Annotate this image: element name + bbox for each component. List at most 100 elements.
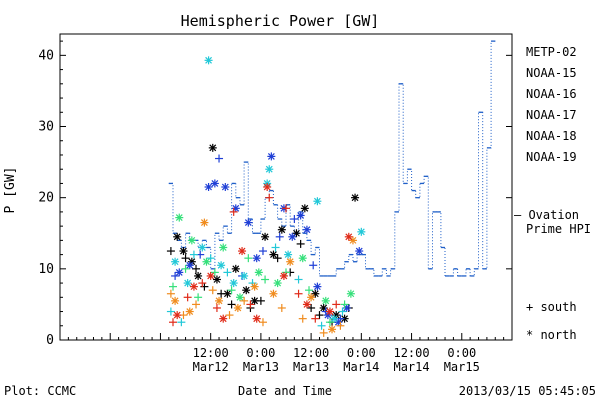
north-point-marker (229, 279, 238, 288)
south-point-marker (210, 268, 219, 277)
north-point-marker (235, 293, 244, 302)
north-point-marker (215, 296, 224, 305)
south-point-marker (166, 307, 175, 316)
x-tick-label-date: Mar15 (444, 360, 480, 374)
marker-stroke (175, 214, 183, 222)
south-point-marker (298, 314, 307, 323)
north-point-marker (212, 275, 221, 284)
south-point-marker (206, 254, 215, 263)
north-point-marker (242, 286, 251, 295)
chart-title: Hemispheric Power [GW] (181, 12, 380, 30)
north-point-marker (261, 232, 270, 241)
north-point-marker (269, 289, 278, 298)
north-point-marker (252, 254, 261, 263)
marker-stroke (205, 56, 212, 64)
north-point-marker (296, 211, 305, 220)
north-point-marker (344, 232, 353, 241)
x-tick-label-date: Mar14 (393, 360, 429, 374)
south-point-marker (169, 318, 177, 327)
marker-stroke (326, 308, 334, 315)
north-point-marker (254, 268, 263, 277)
marker-stroke (251, 283, 259, 291)
north-point-marker (173, 311, 182, 320)
north-point-marker (219, 314, 228, 323)
south-point-marker (200, 282, 209, 291)
marker-legend-north: * north (526, 328, 577, 342)
marker-stroke (261, 233, 269, 241)
south-point-marker (332, 300, 341, 309)
marker-stroke (240, 272, 248, 280)
marker-stroke (351, 194, 359, 202)
marker-stroke (188, 236, 196, 244)
north-point-marker (267, 152, 276, 161)
x-tick-label-time: 12:00 (193, 346, 229, 360)
north-point-marker (298, 254, 307, 263)
north-point-marker (185, 307, 194, 316)
south-point-marker (256, 296, 265, 305)
north-point-marker (200, 218, 209, 227)
x-axis-label: Date and Time (238, 384, 332, 398)
marker-stroke (238, 247, 246, 255)
north-point-marker (233, 303, 242, 312)
north-point-marker (357, 227, 366, 236)
marker-stroke (286, 258, 294, 266)
north-point-marker (300, 204, 309, 213)
south-point-marker (294, 289, 303, 298)
scatter-points (166, 56, 366, 337)
south-point-marker (282, 204, 290, 213)
north-point-marker (321, 296, 330, 305)
north-point-marker (238, 247, 247, 256)
marker-stroke (200, 219, 208, 227)
marker-stroke (171, 297, 179, 305)
south-point-marker (277, 303, 286, 312)
north-point-marker (302, 225, 311, 234)
north-point-marker (210, 179, 219, 188)
north-point-marker (185, 261, 194, 270)
marker-stroke (190, 283, 198, 291)
north-point-marker (175, 213, 184, 222)
north-point-marker (250, 282, 259, 291)
marker-stroke (184, 279, 192, 287)
marker-stroke (236, 293, 244, 301)
x-tick-label-date: Mar12 (193, 360, 229, 374)
marker-stroke (303, 226, 311, 234)
north-point-marker (328, 325, 337, 334)
north-point-marker (325, 307, 334, 316)
marker-stroke (221, 183, 229, 191)
marker-stroke (251, 297, 259, 305)
marker-stroke (288, 233, 296, 241)
marker-stroke (173, 233, 181, 241)
north-point-marker (217, 261, 226, 270)
north-point-marker (284, 250, 293, 259)
y-tick-label: 20 (38, 191, 54, 206)
south-point-marker (181, 264, 190, 273)
north-point-marker (189, 282, 198, 291)
marker-stroke (320, 304, 328, 312)
marker-stroke (357, 228, 365, 236)
marker-stroke (341, 315, 349, 323)
north-point-marker (175, 268, 184, 277)
marker-stroke (301, 204, 309, 212)
north-point-marker (171, 296, 180, 305)
north-point-marker (202, 257, 211, 266)
south-point-marker (294, 275, 303, 284)
marker-stroke (242, 286, 250, 294)
marker-stroke (313, 283, 321, 291)
north-point-marker (208, 143, 217, 152)
north-point-marker (265, 165, 274, 174)
footer-timestamp: 2013/03/15 05:45:05 (459, 384, 596, 398)
marker-stroke (180, 247, 187, 255)
marker-stroke (307, 293, 315, 301)
ovation-legend-label: Prime HPI (526, 222, 591, 236)
marker-stroke (267, 152, 275, 160)
marker-stroke (186, 308, 194, 315)
marker-stroke (343, 304, 351, 312)
marker-stroke (175, 268, 183, 276)
legend-entry: NOAA-19 (526, 150, 577, 164)
south-point-marker (307, 303, 316, 312)
south-point-marker (166, 289, 175, 298)
south-point-marker (336, 321, 345, 330)
north-point-marker (273, 279, 282, 288)
marker-stroke (213, 276, 221, 283)
marker-stroke (211, 180, 219, 187)
